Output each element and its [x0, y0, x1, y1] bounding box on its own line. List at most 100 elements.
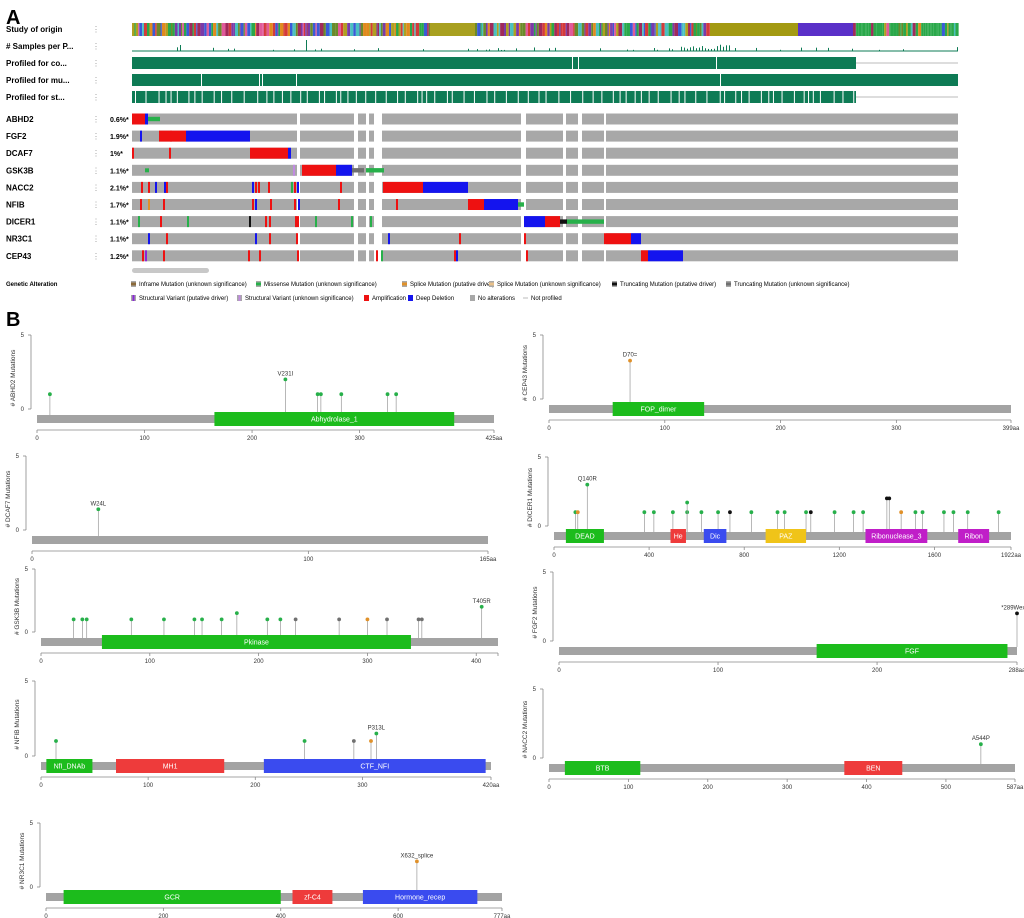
- mutation-head[interactable]: [804, 510, 808, 515]
- mutation-head[interactable]: [920, 510, 925, 515]
- mutation-head[interactable]: [913, 510, 918, 515]
- horizontal-scrollbar[interactable]: [132, 268, 209, 273]
- mutation-head[interactable]: [162, 617, 166, 622]
- mutation-head[interactable]: [48, 392, 52, 397]
- mutation-head[interactable]: [685, 500, 690, 505]
- gene-menu-icon[interactable]: ⋮: [92, 252, 100, 261]
- mutation-head[interactable]: [385, 617, 389, 622]
- gene-menu-icon[interactable]: ⋮: [92, 149, 100, 158]
- mutation-head[interactable]: [728, 510, 732, 515]
- protein-domain[interactable]: [116, 759, 225, 773]
- no-alteration-segment: [132, 216, 297, 228]
- mutation-head[interactable]: [351, 739, 356, 743]
- protein-domain[interactable]: [816, 644, 1008, 658]
- protein-domain[interactable]: [46, 759, 93, 773]
- mutation-head[interactable]: [651, 510, 656, 515]
- protein-domain[interactable]: [865, 529, 928, 543]
- gene-menu-icon[interactable]: ⋮: [92, 132, 100, 141]
- mutation-head[interactable]: [782, 510, 787, 515]
- mutation-head[interactable]: [628, 358, 632, 363]
- mutation-head[interactable]: [339, 392, 344, 397]
- study-segment: [415, 23, 420, 36]
- mutation-head[interactable]: [369, 739, 373, 743]
- mutation-head[interactable]: [278, 617, 283, 622]
- mutation-head[interactable]: [887, 496, 892, 501]
- protein-domain[interactable]: [263, 759, 486, 773]
- mutation-head[interactable]: [699, 510, 704, 515]
- mutation-head[interactable]: [293, 617, 298, 622]
- protein-domain[interactable]: [63, 890, 281, 904]
- mutation-head[interactable]: [978, 742, 983, 747]
- mutation-head[interactable]: [302, 739, 307, 743]
- track-menu-icon[interactable]: ⋮: [92, 25, 100, 34]
- mutation-head[interactable]: [337, 617, 342, 622]
- protein-domain[interactable]: [958, 529, 990, 543]
- mutation-head[interactable]: [416, 617, 421, 622]
- mutation-head[interactable]: [200, 617, 204, 622]
- mutation-head[interactable]: [832, 510, 837, 515]
- mutation-head[interactable]: [71, 617, 76, 622]
- mutation-head[interactable]: [394, 392, 399, 397]
- track-menu-icon[interactable]: ⋮: [92, 93, 100, 102]
- protein-domain[interactable]: [844, 761, 903, 775]
- protein-domain[interactable]: [362, 890, 478, 904]
- x-tick-label: 1200: [833, 553, 847, 559]
- mutation-head[interactable]: [374, 731, 379, 736]
- mutation-head[interactable]: [996, 510, 1001, 515]
- protein-domain[interactable]: [703, 529, 727, 543]
- mutation-head[interactable]: [670, 510, 675, 515]
- mutation-head[interactable]: [575, 510, 580, 515]
- gene-menu-icon[interactable]: ⋮: [92, 166, 100, 175]
- protein-domain[interactable]: [214, 412, 455, 426]
- mutation-head[interactable]: [479, 604, 484, 609]
- mutation-head[interactable]: [192, 617, 197, 622]
- mutation-head[interactable]: [808, 510, 813, 515]
- study-segment: [643, 23, 646, 36]
- y-axis-label: # FGF2 Mutations: [532, 586, 539, 639]
- mutation-head[interactable]: [129, 617, 134, 622]
- gene-menu-icon[interactable]: ⋮: [92, 183, 100, 192]
- track-menu-icon[interactable]: ⋮: [92, 59, 100, 68]
- mutation-head[interactable]: [234, 611, 239, 615]
- track-menu-icon[interactable]: ⋮: [92, 76, 100, 85]
- protein-domain[interactable]: [565, 529, 604, 543]
- mutation-head[interactable]: [265, 617, 270, 622]
- mutation-head[interactable]: [385, 392, 390, 397]
- mutation-head[interactable]: [54, 739, 58, 743]
- protein-domain[interactable]: [292, 890, 333, 904]
- mutation-head[interactable]: [749, 510, 754, 515]
- protein-domain[interactable]: [564, 761, 641, 775]
- gene-menu-icon[interactable]: ⋮: [92, 235, 100, 244]
- mutation-head[interactable]: [642, 510, 647, 515]
- protein-domain[interactable]: [612, 402, 705, 416]
- mutation-head[interactable]: [315, 392, 320, 397]
- mutation-head[interactable]: [80, 617, 85, 622]
- lollipop-plot-nfib: 5 0 # NFIB Mutations P313L NfI_DNAb MH1 CTF_NF…: [14, 679, 500, 789]
- mutation-head[interactable]: [1015, 611, 1019, 616]
- mutation-head[interactable]: [96, 507, 101, 512]
- mutation-head[interactable]: [419, 617, 424, 622]
- mutation-head[interactable]: [84, 617, 89, 622]
- mutation-head[interactable]: [219, 617, 224, 622]
- track-menu-icon[interactable]: ⋮: [92, 42, 100, 51]
- protein-domain[interactable]: [670, 529, 686, 543]
- mutation-head[interactable]: [318, 392, 323, 397]
- mutation-head[interactable]: [585, 482, 590, 487]
- mutation-head[interactable]: [942, 510, 946, 515]
- mutation-head[interactable]: [716, 510, 720, 515]
- mutation-head[interactable]: [283, 377, 288, 382]
- gene-menu-icon[interactable]: ⋮: [92, 201, 100, 210]
- gene-menu-icon[interactable]: ⋮: [92, 115, 100, 124]
- mutation-head[interactable]: [861, 510, 866, 515]
- mutation-head[interactable]: [899, 510, 904, 515]
- gene-menu-icon[interactable]: ⋮: [92, 218, 100, 227]
- mutation-head[interactable]: [951, 510, 956, 515]
- study-segment: [599, 23, 602, 36]
- mutation-head[interactable]: [415, 859, 419, 864]
- mutation-head[interactable]: [365, 617, 370, 622]
- protein-domain[interactable]: [101, 635, 411, 649]
- mutation-head[interactable]: [775, 510, 780, 515]
- protein-domain[interactable]: [765, 529, 807, 543]
- mutation-head[interactable]: [965, 510, 970, 515]
- mutation-head[interactable]: [851, 510, 856, 515]
